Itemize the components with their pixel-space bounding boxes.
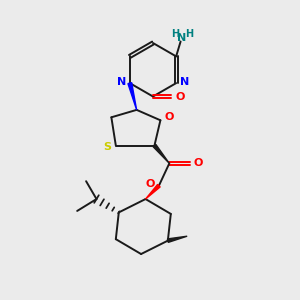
Text: N: N	[180, 76, 189, 87]
Text: O: O	[145, 179, 154, 189]
Text: N: N	[117, 76, 126, 87]
Text: H: H	[171, 29, 179, 39]
Text: O: O	[194, 158, 203, 168]
Text: N: N	[178, 33, 187, 43]
Text: O: O	[175, 92, 184, 101]
Polygon shape	[146, 184, 160, 199]
Polygon shape	[153, 144, 169, 164]
Text: H: H	[185, 29, 193, 39]
Text: S: S	[103, 142, 111, 152]
Polygon shape	[167, 236, 187, 242]
Text: O: O	[165, 112, 174, 122]
Polygon shape	[128, 82, 136, 110]
